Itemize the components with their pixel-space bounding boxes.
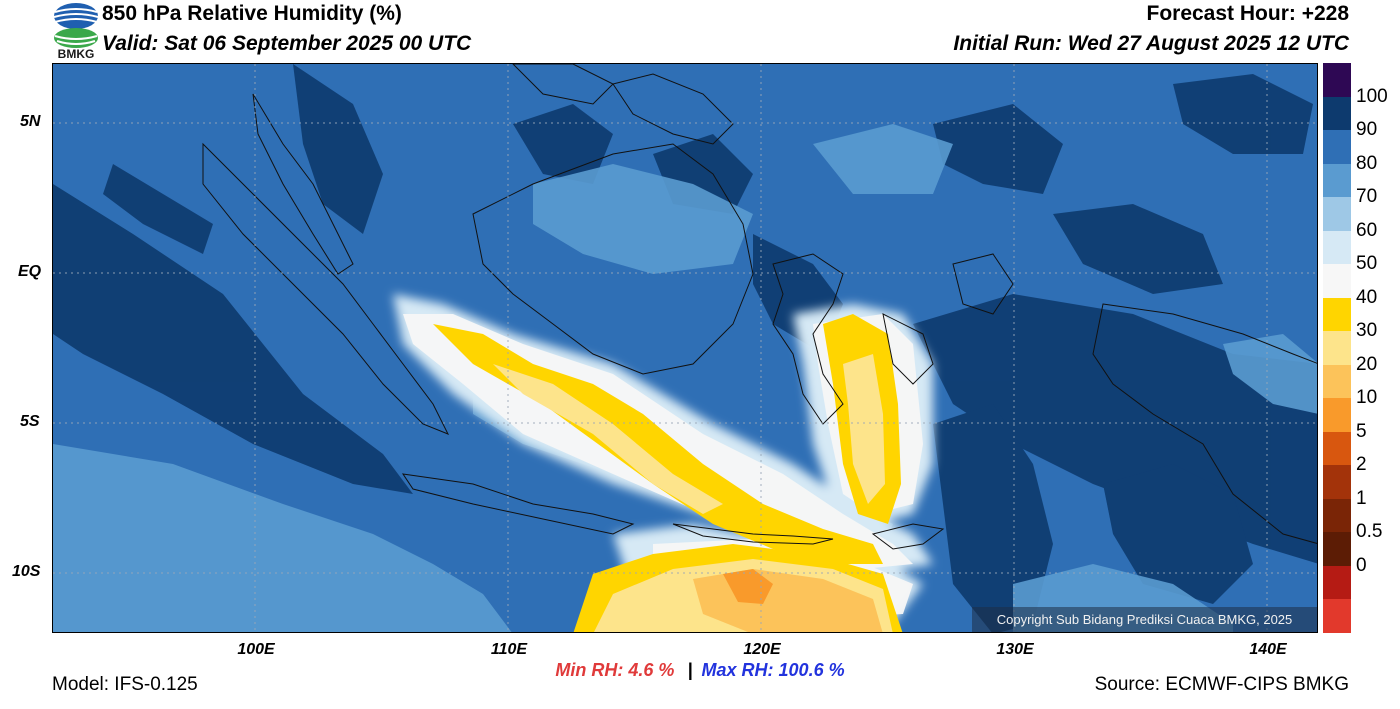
lat-label-10s: 10S <box>12 563 41 580</box>
colorbar-swatch <box>1323 230 1351 265</box>
colorbar-swatch <box>1323 398 1351 433</box>
lon-label-140e: 140E <box>1249 641 1287 658</box>
humidity-map[interactable]: Copyright Sub Bidang Prediksi Cuaca BMKG… <box>52 63 1318 633</box>
lat-label-5n: 5N <box>20 113 41 130</box>
colorbar <box>1323 63 1351 634</box>
colorbar-tick-label: 40 <box>1356 286 1378 308</box>
colorbar-tick-label: 20 <box>1356 353 1378 375</box>
lat-label-eq: EQ <box>18 263 42 280</box>
colorbar-swatch <box>1323 431 1351 466</box>
min-rh-label: Min RH: <box>555 660 624 680</box>
colorbar-swatch <box>1323 565 1351 600</box>
colorbar-tick-label: 50 <box>1356 253 1378 275</box>
copyright-notice: Copyright Sub Bidang Prediksi Cuaca BMKG… <box>972 607 1317 632</box>
max-rh-value: 100.6 % <box>778 660 845 680</box>
colorbar-swatch <box>1323 264 1351 299</box>
colorbar-tick-label: 100 <box>1356 85 1388 107</box>
colorbar-tick-label: 10 <box>1356 387 1378 409</box>
min-max-rh: Min RH: 4.6 % | Max RH: 100.6 % <box>0 660 1400 681</box>
initial-run: Initial Run: Wed 27 August 2025 12 UTC <box>953 32 1349 55</box>
coastlines <box>202 64 1317 550</box>
colorbar-swatch <box>1323 297 1351 332</box>
lat-label-5s: 5S <box>20 413 40 430</box>
colorbar-swatch <box>1323 498 1351 533</box>
rh-90-regions <box>53 64 1317 632</box>
valid-time: Valid: Sat 06 September 2025 00 UTC <box>102 32 472 55</box>
graticule <box>53 64 1317 632</box>
colorbar-tick-label: 0 <box>1356 554 1367 576</box>
lon-label-120e: 120E <box>743 641 781 658</box>
colorbar-swatch <box>1323 465 1351 500</box>
colorbar-tick-label: 5 <box>1356 420 1367 442</box>
map-title: 850 hPa Relative Humidity (%) <box>102 2 402 25</box>
colorbar-tick-label: 80 <box>1356 152 1378 174</box>
colorbar-swatch <box>1323 599 1351 634</box>
source-label: Source: ECMWF-CIPS BMKG <box>1094 674 1349 695</box>
logo-text: BMKG <box>58 47 95 60</box>
colorbar-swatch <box>1323 96 1351 131</box>
max-rh-label: Max RH: <box>701 660 774 680</box>
bmkg-logo: BMKG <box>52 2 100 61</box>
colorbar-tick-label: 30 <box>1356 320 1378 342</box>
colorbar-swatch <box>1323 197 1351 232</box>
forecast-hour: Forecast Hour: +228 <box>1146 2 1350 25</box>
colorbar-tick-label: 90 <box>1356 119 1378 141</box>
min-rh-value: 4.6 % <box>628 660 675 680</box>
model-label: Model: IFS-0.125 <box>52 674 198 695</box>
lon-label-130e: 130E <box>996 641 1034 658</box>
min-max-separator: | <box>687 660 693 680</box>
colorbar-tick-label: 60 <box>1356 219 1378 241</box>
colorbar-swatch <box>1323 331 1351 366</box>
colorbar-tick-label: 2 <box>1356 454 1367 476</box>
colorbar-tick-label: 70 <box>1356 186 1378 208</box>
colorbar-swatch <box>1323 364 1351 399</box>
rh-5-10-regions <box>723 569 773 604</box>
colorbar-tick-label: 0.5 <box>1356 521 1383 543</box>
colorbar-swatch <box>1323 532 1351 567</box>
colorbar-swatch <box>1323 63 1351 98</box>
lon-label-110e: 110E <box>490 641 528 658</box>
colorbar-swatch <box>1323 163 1351 198</box>
lon-label-100e: 100E <box>237 641 275 658</box>
colorbar-swatch <box>1323 130 1351 165</box>
colorbar-tick-label: 1 <box>1356 487 1367 509</box>
